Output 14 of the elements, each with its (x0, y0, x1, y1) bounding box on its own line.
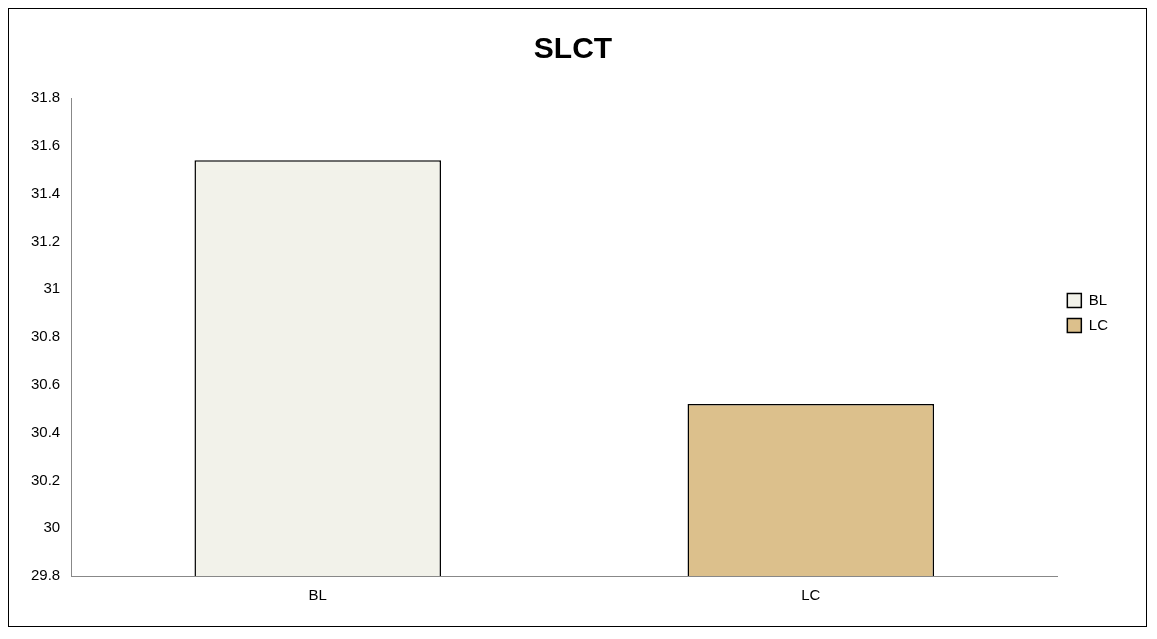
y-tick-label: 30.4 (30, 422, 61, 440)
y-tick-label: 29.8 (30, 566, 61, 584)
legend-label: LC (1088, 315, 1109, 333)
y-tick-label: 31.8 (30, 88, 61, 106)
legend-label: BL (1088, 290, 1108, 308)
y-tick-label: 31.2 (30, 231, 61, 249)
chart-title: SLCT (533, 31, 613, 65)
y-tick-label: 30.8 (30, 327, 61, 345)
y-tick-label: 30.6 (30, 374, 61, 392)
y-tick-label: 31.6 (30, 135, 61, 153)
y-tick-label: 31.4 (30, 183, 61, 201)
y-tick-label: 30.2 (30, 470, 61, 488)
y-tick-label: 31 (43, 279, 61, 297)
y-tick-label: 30 (43, 518, 61, 536)
